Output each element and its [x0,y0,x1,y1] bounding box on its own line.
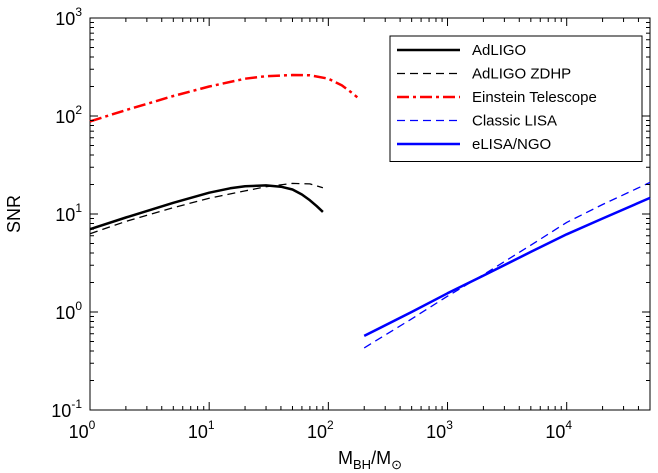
legend-label: Classic LISA [472,113,557,130]
legend-label: eLISA/NGO [472,136,551,153]
legend-box [389,35,643,162]
series-line-elisa-ngo [363,196,651,338]
y-tick-label: 102 [55,103,82,127]
x-tick-label: 104 [545,418,572,442]
series-line-adligo [89,184,324,231]
series-line-einstein-telescope [89,73,359,123]
x-tick-label: 102 [307,418,334,442]
x-tick-label: 103 [426,418,453,442]
y-axis-label: SNR [4,195,24,233]
legend-label: AdLIGO [472,42,526,59]
y-tick-label: 103 [55,5,82,29]
series-layer [89,73,651,349]
y-tick-label: 101 [55,201,82,225]
legend-label: Einstein Telescope [472,89,597,106]
y-tick-label: 100 [55,299,82,323]
x-tick-label: 100 [69,418,96,442]
series-line-classic-lisa [363,181,651,349]
y-tick-label: 10-1 [51,397,82,421]
legend: AdLIGO AdLIGO ZDHP Einstein Telescope Class… [389,35,643,162]
x-tick-label: 101 [188,418,215,442]
series-line-adligo-zdhp [89,182,324,235]
x-axis-label: MBH/M⊙ [338,448,402,472]
legend-label: AdLIGO ZDHP [472,66,571,83]
